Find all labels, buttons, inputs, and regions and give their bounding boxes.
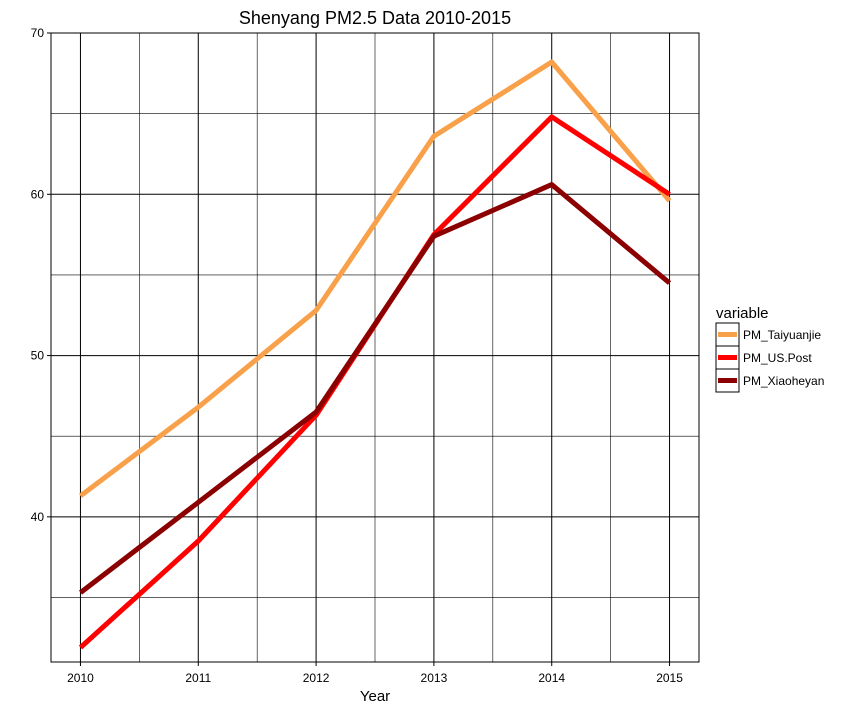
x-tick-label: 2010 bbox=[67, 671, 94, 685]
legend: variable PM_Taiyuanjie PM_US.Post PM_Xiaoh… bbox=[715, 305, 824, 393]
y-tick-label: 60 bbox=[31, 187, 45, 201]
x-tick-label: 2013 bbox=[421, 671, 448, 685]
x-tick-label: 2011 bbox=[185, 671, 211, 685]
series-line-PM_Taiyuanjie bbox=[78, 59, 672, 498]
x-axis-label: Year bbox=[360, 688, 390, 705]
x-tick-label: 2012 bbox=[303, 671, 330, 685]
chart-title: Shenyang PM2.5 Data 2010-2015 bbox=[239, 8, 511, 28]
x-tick-label: 2014 bbox=[538, 671, 565, 685]
legend-label-PM_Xiaoheyan: PM_Xiaoheyan bbox=[743, 374, 824, 388]
x-tick-label: 2015 bbox=[656, 671, 683, 685]
y-tick-label: 50 bbox=[31, 349, 45, 363]
grid bbox=[51, 32, 699, 662]
series-layer bbox=[78, 59, 672, 650]
legend-label-PM_Taiyuanjie: PM_Taiyuanjie bbox=[743, 328, 821, 342]
series-line-PM_Xiaoheyan bbox=[78, 182, 672, 595]
legend-label-PM_US.Post: PM_US.Post bbox=[743, 351, 812, 365]
y-tick-label: 70 bbox=[31, 26, 45, 40]
legend-title: variable bbox=[716, 305, 769, 322]
y-tick-label: 40 bbox=[31, 510, 45, 524]
plot-border bbox=[50, 32, 700, 663]
axis-ticks: 2010 2011 2012 2013 2014 2015 40 50 60 70 bbox=[31, 26, 684, 685]
